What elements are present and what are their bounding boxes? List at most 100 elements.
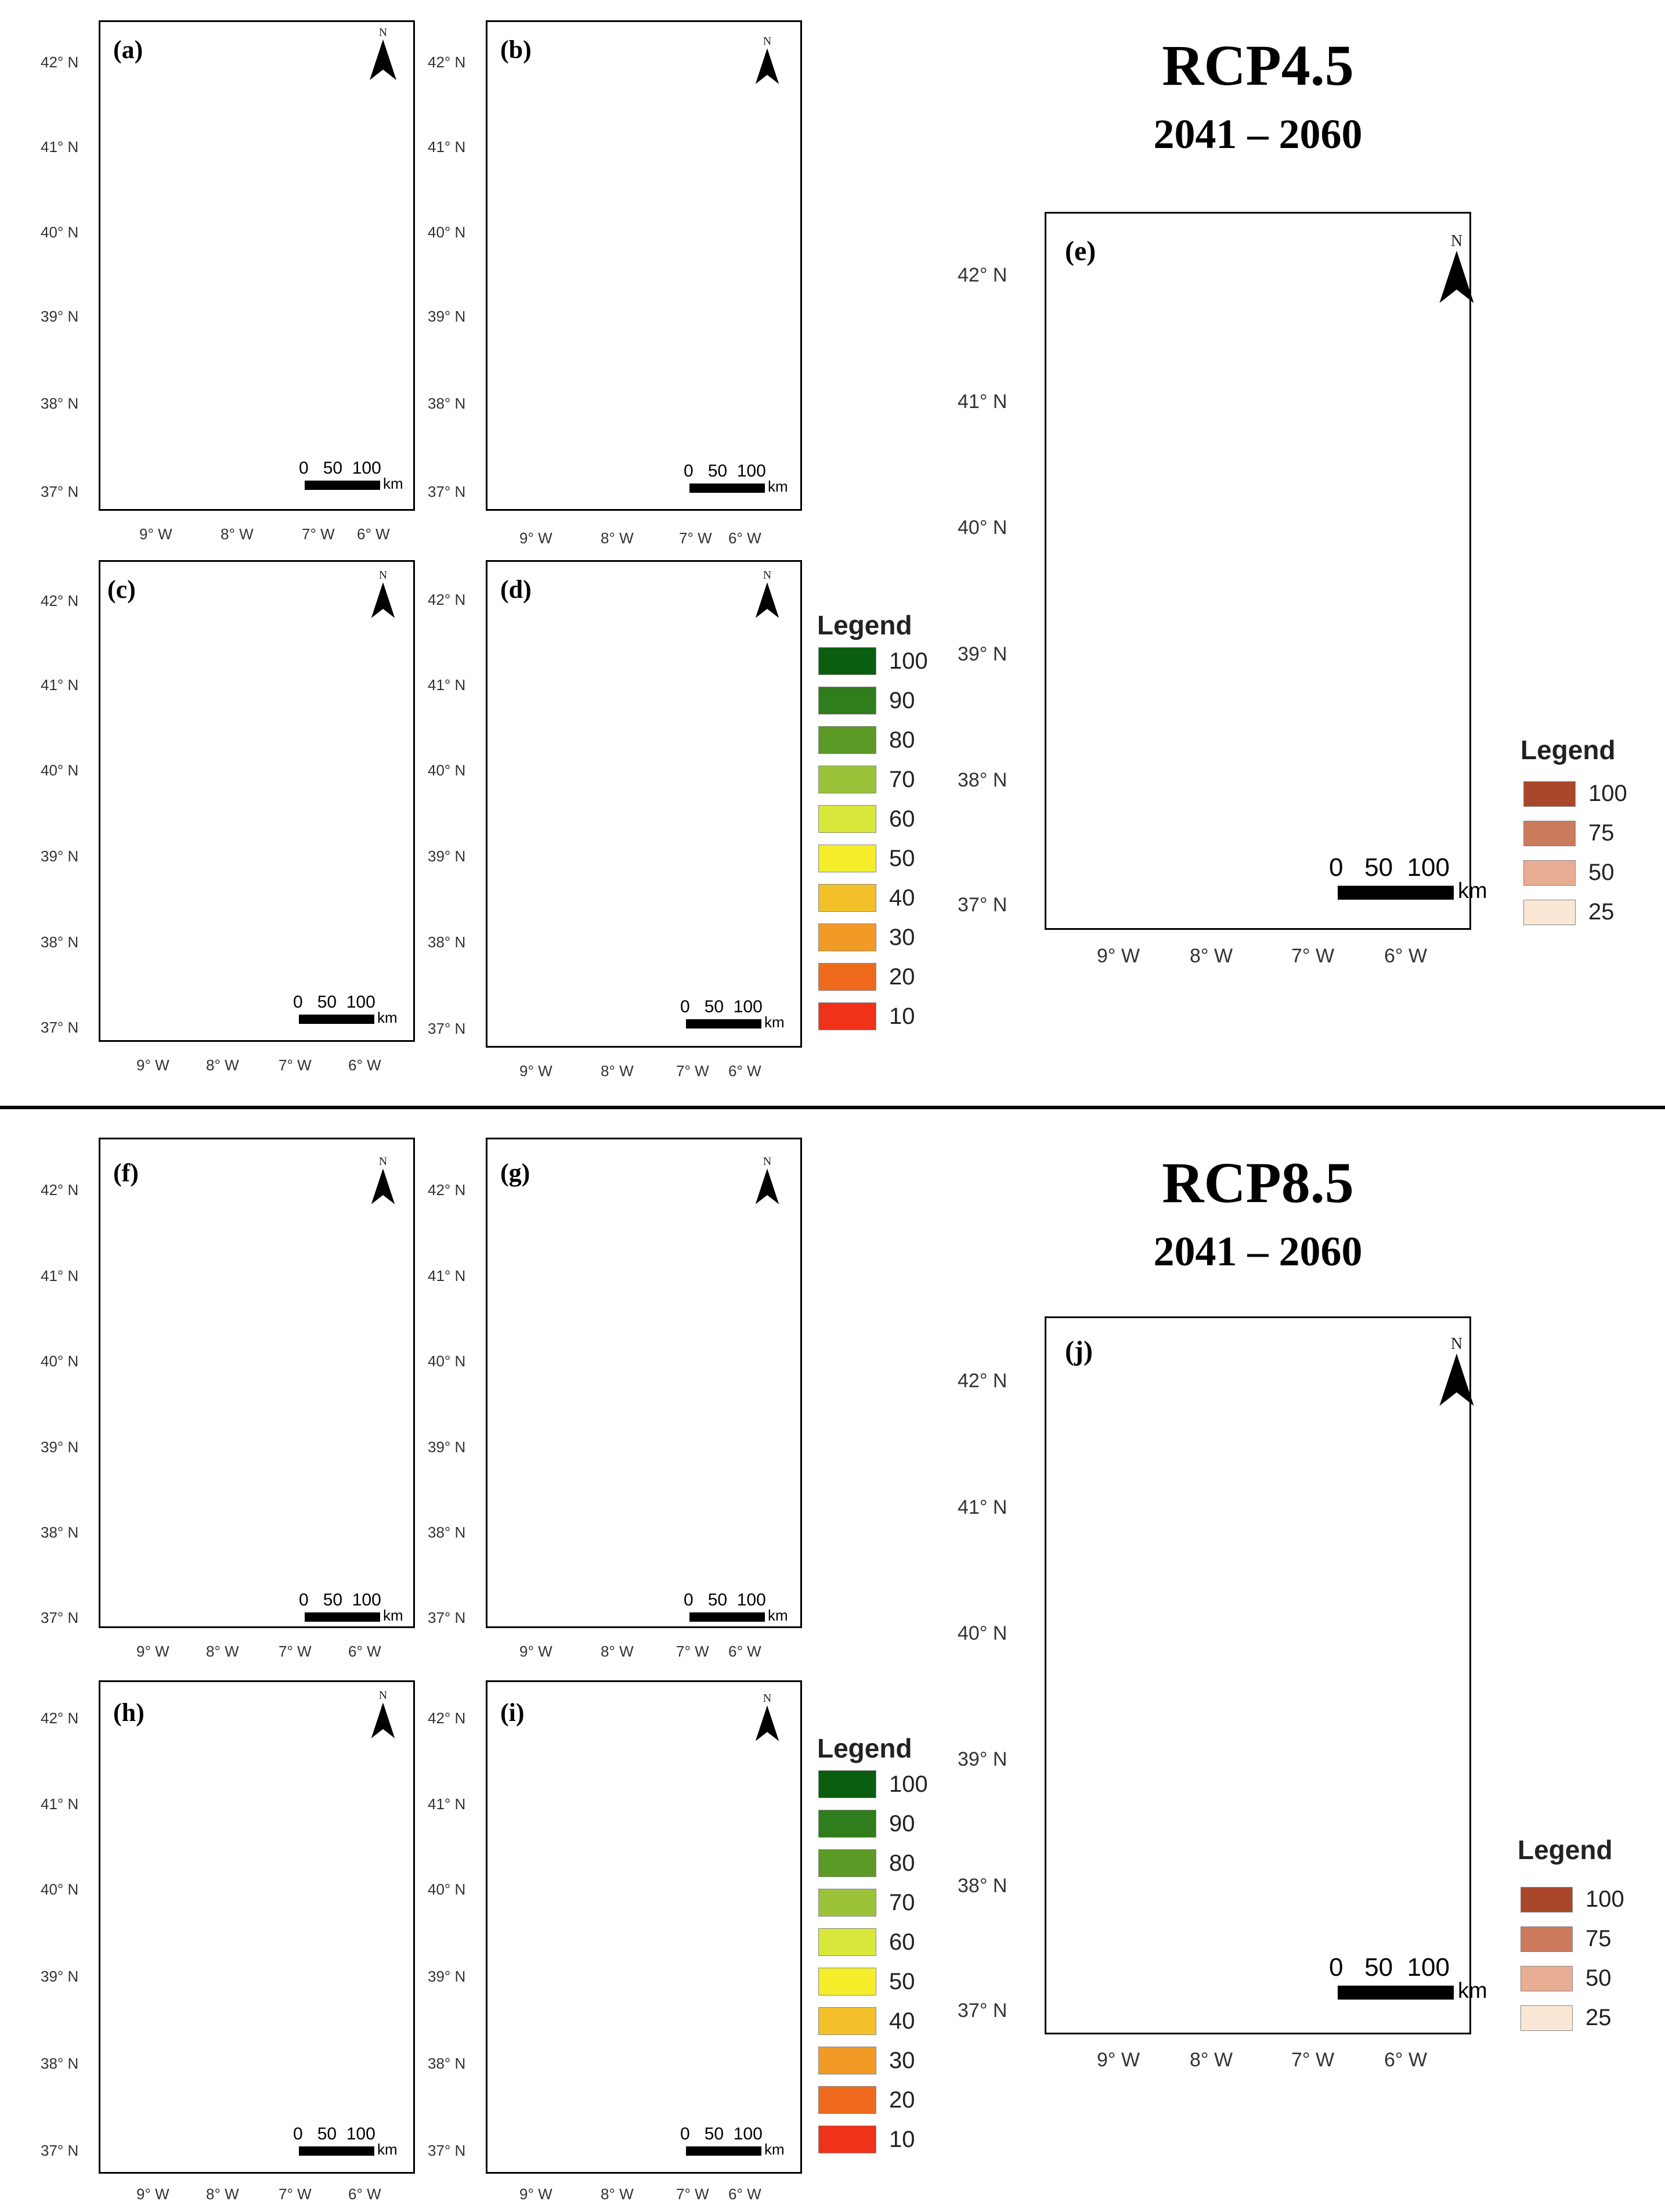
legend-swatch	[818, 647, 876, 675]
lat-label: 39° N	[41, 1438, 79, 1456]
lat-label: 39° N	[428, 1438, 466, 1456]
legend-label: 90	[889, 1810, 915, 1836]
legend-label: 40	[889, 2008, 915, 2034]
legend-label: 100	[1588, 781, 1627, 806]
legend-item: 70	[818, 1889, 915, 1917]
legend-title: Legend	[1518, 1835, 1613, 1865]
legend-item: 25	[1523, 899, 1615, 925]
legend-swatch	[818, 884, 876, 912]
legend-swatch	[818, 726, 876, 754]
lon-label: 6° W	[357, 525, 390, 543]
legend-label: 75	[1588, 820, 1615, 846]
lon-label: 9° W	[519, 529, 552, 547]
lon-label: 6° W	[1384, 2049, 1428, 2071]
lat-label: 39° N	[428, 1968, 466, 1985]
lat-label: 37° N	[41, 1609, 79, 1626]
lat-label: 37° N	[428, 2142, 466, 2159]
scale-unit: km	[383, 1607, 403, 1624]
legend-item: 75	[1520, 1926, 1612, 1952]
panel-a	[99, 20, 415, 511]
legend-item: 50	[818, 1968, 915, 1996]
lon-label: 7° W	[279, 1643, 312, 1660]
rcp85-period: 2041 – 2060	[1153, 1228, 1363, 1275]
lat-label: 42° N	[41, 592, 79, 609]
lon-label: 7° W	[302, 525, 335, 543]
lon-label: 7° W	[679, 529, 712, 547]
legend-item: 70	[818, 766, 915, 793]
legend-item: 40	[818, 884, 915, 912]
lon-label: 7° W	[1291, 945, 1335, 967]
scale-bar-line	[305, 1612, 380, 1622]
lon-label: 8° W	[601, 2185, 634, 2203]
panel-label-c: (c)	[107, 575, 136, 604]
lat-label: 39° N	[41, 308, 79, 325]
north-arrow-icon: N	[750, 1155, 785, 1207]
lat-label: 41° N	[428, 1267, 466, 1284]
legend-label: 100	[1585, 1886, 1624, 1912]
lat-label: 37° N	[958, 894, 1007, 916]
lon-label: 8° W	[1190, 2049, 1233, 2071]
lat-label: 37° N	[428, 1020, 466, 1037]
north-label: N	[763, 569, 772, 582]
north-label: N	[378, 1155, 388, 1168]
legend-title: Legend	[817, 1733, 912, 1763]
lat-label: 42° N	[41, 53, 79, 71]
legend-label: 50	[889, 1968, 915, 1994]
legend-label: 25	[1588, 899, 1615, 925]
lat-label: 40° N	[958, 1622, 1007, 1644]
lat-label: 38° N	[428, 2055, 466, 2072]
scale-bar-line	[299, 1015, 374, 1024]
legend-item: 100	[1523, 781, 1627, 807]
legend-swatch	[818, 1968, 876, 1996]
lat-label: 37° N	[958, 2000, 1007, 2022]
lon-label: 8° W	[206, 2185, 239, 2203]
lat-label: 38° N	[428, 395, 466, 412]
lat-label: 41° N	[428, 138, 466, 156]
lon-label: 9° W	[519, 1062, 552, 1080]
legend-label: 100	[889, 1771, 928, 1797]
lat-label: 41° N	[958, 1496, 1007, 1518]
lon-label: 7° W	[279, 1056, 312, 1074]
lat-label: 42° N	[41, 1709, 79, 1727]
lat-label: 40° N	[958, 517, 1007, 539]
scale-numbers: 0 50 100	[299, 459, 381, 478]
lon-label: 8° W	[601, 1062, 634, 1080]
legend-item: 60	[818, 1928, 915, 1956]
lat-label: 40° N	[428, 1881, 466, 1898]
legend-swatch	[818, 1002, 876, 1030]
north-arrow-icon: N	[366, 569, 400, 621]
north-label: N	[378, 1689, 388, 1702]
legend-label: 50	[889, 845, 915, 871]
panel-c	[99, 560, 415, 1042]
panel-label-e: (e)	[1065, 236, 1096, 266]
lat-label: 38° N	[958, 1875, 1007, 1897]
lat-label: 38° N	[41, 395, 79, 412]
legend-title: Legend	[817, 610, 912, 640]
lat-label: 42° N	[958, 1370, 1007, 1392]
panel-b	[486, 20, 802, 511]
lon-label: 6° W	[728, 529, 761, 547]
legend-label: 25	[1585, 2005, 1612, 2030]
scale-bar-line	[689, 483, 765, 493]
north-arrow-icon: N	[750, 35, 785, 87]
scale-unit: km	[383, 475, 403, 492]
lat-label: 37° N	[41, 483, 79, 500]
panel-h	[99, 1680, 415, 2174]
legend-swatch	[818, 923, 876, 951]
north-arrow-icon: N	[750, 569, 785, 621]
scale-bar-line	[299, 2146, 374, 2156]
scale-numbers: 0 50 100	[293, 2124, 375, 2144]
lon-label: 9° W	[139, 525, 172, 543]
rcp85-title: RCP8.5	[1162, 1150, 1354, 1215]
legend-item: 25	[1520, 2005, 1612, 2031]
lon-label: 8° W	[206, 1643, 239, 1660]
legend-label: 90	[889, 687, 915, 713]
scale-numbers: 0 50 100	[684, 1590, 766, 1610]
legend-item: 100	[818, 1770, 928, 1798]
panel-label-a: (a)	[113, 35, 143, 64]
lon-label: 6° W	[348, 1056, 381, 1074]
scale-unit: km	[377, 1009, 398, 1026]
lat-label: 41° N	[958, 391, 1007, 413]
scale-bar-line	[689, 1612, 765, 1622]
legend-item: 50	[1520, 1965, 1612, 1991]
